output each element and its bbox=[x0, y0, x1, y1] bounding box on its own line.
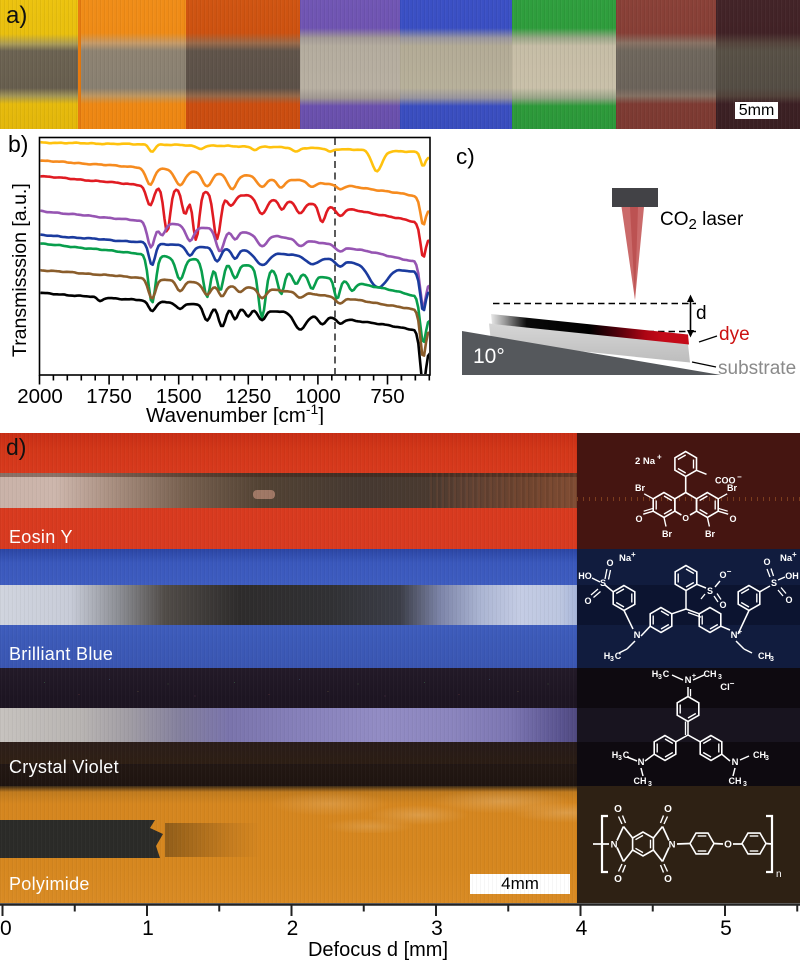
svg-text:HO: HO bbox=[578, 571, 592, 581]
svg-text:O: O bbox=[719, 600, 726, 610]
svg-text:n: n bbox=[776, 869, 782, 880]
svg-text:H: H bbox=[612, 750, 619, 760]
svg-text:3: 3 bbox=[658, 674, 662, 681]
svg-text:N: N bbox=[638, 757, 645, 768]
svg-text:3: 3 bbox=[618, 755, 622, 762]
svg-text:3: 3 bbox=[743, 781, 747, 786]
svg-text:N: N bbox=[685, 675, 692, 686]
svg-text:1000: 1000 bbox=[295, 385, 341, 408]
svg-text:Defocus d [mm]: Defocus d [mm] bbox=[308, 939, 448, 961]
svg-text:CH: CH bbox=[729, 776, 742, 786]
svg-text:O: O bbox=[682, 513, 689, 523]
svg-text:O: O bbox=[729, 514, 736, 524]
svg-text:c): c) bbox=[456, 144, 475, 169]
svg-text:N: N bbox=[634, 630, 641, 641]
svg-text:3: 3 bbox=[765, 755, 769, 762]
svg-text:Wavenumber [cm-1]: Wavenumber [cm-1] bbox=[146, 401, 324, 425]
svg-text:1750: 1750 bbox=[86, 385, 132, 408]
svg-text:O: O bbox=[635, 514, 642, 524]
svg-text:2: 2 bbox=[287, 917, 299, 940]
svg-text:H: H bbox=[652, 669, 659, 679]
svg-text:3: 3 bbox=[610, 656, 614, 663]
svg-text:4: 4 bbox=[576, 917, 588, 940]
svg-text:750: 750 bbox=[370, 385, 404, 408]
svg-text:H: H bbox=[604, 651, 611, 661]
svg-text:2000: 2000 bbox=[17, 385, 63, 408]
svg-text:3: 3 bbox=[770, 656, 774, 663]
svg-text:O: O bbox=[724, 840, 732, 851]
svg-text:C: C bbox=[615, 651, 622, 661]
svg-text:N: N bbox=[731, 630, 738, 641]
svg-text:S: S bbox=[707, 586, 713, 596]
svg-text:Na: Na bbox=[619, 553, 632, 564]
svg-text:−: − bbox=[727, 567, 732, 576]
svg-text:CH: CH bbox=[704, 669, 717, 679]
svg-text:OH: OH bbox=[785, 571, 799, 581]
svg-text:O: O bbox=[584, 596, 591, 606]
svg-text:O: O bbox=[785, 595, 792, 605]
svg-text:CH: CH bbox=[758, 651, 771, 661]
svg-text:Na: Na bbox=[780, 553, 793, 564]
svg-text:Br: Br bbox=[705, 529, 715, 539]
svg-text:C: C bbox=[623, 750, 630, 760]
svg-text:−: − bbox=[730, 679, 735, 688]
svg-text:1250: 1250 bbox=[225, 385, 271, 408]
svg-text:+: + bbox=[738, 627, 743, 636]
svg-text:O: O bbox=[606, 558, 613, 568]
svg-text:dye: dye bbox=[719, 324, 750, 345]
svg-text:1500: 1500 bbox=[156, 385, 202, 408]
svg-text:C: C bbox=[663, 669, 670, 679]
svg-text:CO2 laser: CO2 laser bbox=[660, 209, 744, 233]
svg-text:S: S bbox=[600, 578, 606, 588]
svg-text:−: − bbox=[737, 473, 742, 482]
svg-text:10°: 10° bbox=[473, 345, 505, 368]
svg-text:3: 3 bbox=[718, 674, 722, 681]
svg-text:Br: Br bbox=[727, 483, 737, 493]
svg-text:O: O bbox=[664, 874, 672, 885]
svg-text:O: O bbox=[763, 557, 770, 567]
svg-text:CH: CH bbox=[753, 750, 766, 760]
svg-text:3: 3 bbox=[648, 781, 652, 786]
svg-text:COO: COO bbox=[715, 476, 736, 486]
svg-text:S: S bbox=[771, 578, 777, 588]
svg-text:+: + bbox=[692, 671, 697, 680]
svg-text:O: O bbox=[664, 804, 672, 815]
svg-text:O: O bbox=[614, 804, 622, 815]
svg-text:O: O bbox=[719, 570, 726, 580]
svg-text:N: N bbox=[669, 840, 676, 851]
svg-text:substrate: substrate bbox=[718, 358, 796, 379]
svg-text:1: 1 bbox=[142, 917, 154, 940]
svg-text:Br: Br bbox=[635, 483, 645, 493]
svg-text:d: d bbox=[696, 303, 707, 324]
svg-text:0: 0 bbox=[0, 917, 12, 940]
svg-text:Cl: Cl bbox=[720, 682, 730, 693]
svg-text:2 Na: 2 Na bbox=[635, 456, 656, 467]
svg-text:+: + bbox=[631, 550, 636, 559]
svg-text:+: + bbox=[657, 453, 662, 462]
svg-text:Br: Br bbox=[662, 529, 672, 539]
svg-text:3: 3 bbox=[431, 917, 443, 940]
svg-text:O: O bbox=[614, 874, 622, 885]
svg-text:N: N bbox=[732, 757, 739, 768]
svg-text:+: + bbox=[792, 550, 797, 559]
svg-text:CH: CH bbox=[634, 776, 647, 786]
svg-text:N: N bbox=[611, 840, 618, 851]
svg-text:5: 5 bbox=[720, 917, 732, 940]
